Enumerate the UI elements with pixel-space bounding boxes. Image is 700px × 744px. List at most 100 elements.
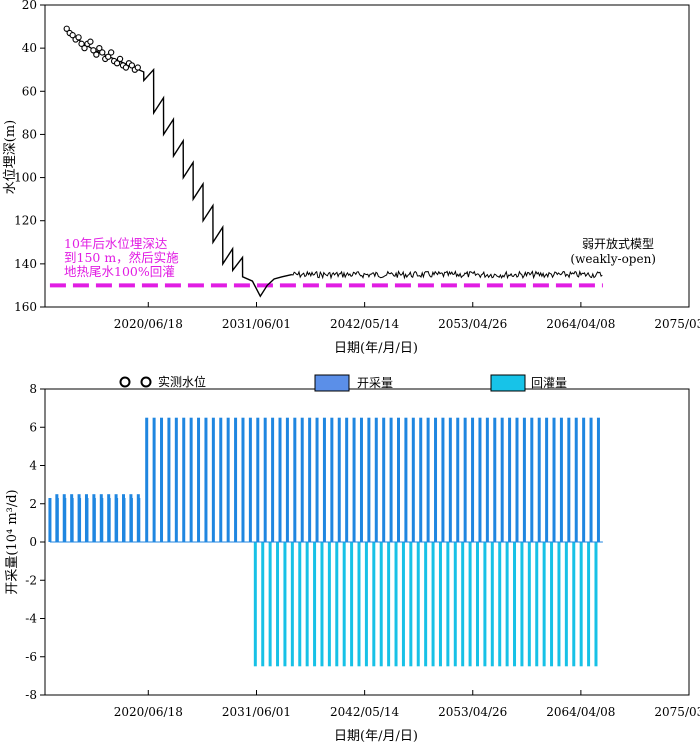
- pumping-bar: [434, 417, 438, 542]
- chart2-xtick-label: 2020/06/18: [114, 705, 183, 719]
- reinjection-bar: [283, 542, 287, 667]
- chart2-xtick-label: 2075/03/22: [654, 705, 700, 719]
- reinjection-bar: [513, 542, 517, 667]
- reinjection-bar: [438, 542, 442, 667]
- reinjection-bar: [498, 542, 502, 667]
- pumping-bar: [77, 494, 81, 542]
- legend-observed-label: 实测水位: [158, 374, 206, 389]
- pumping-bar: [352, 417, 356, 542]
- pumping-bar: [99, 494, 103, 542]
- pumping-bar: [226, 417, 230, 542]
- pumping-bar: [182, 417, 186, 542]
- pumping-bar: [426, 417, 430, 542]
- legend-reinjection-swatch: [490, 374, 526, 392]
- observed-point: [108, 49, 115, 56]
- pumping-bar: [211, 417, 215, 542]
- pumping-bar: [107, 494, 111, 542]
- chart1-xtick-label: 2053/04/26: [438, 317, 507, 331]
- pumping-bar: [167, 417, 171, 542]
- pumping-bar: [574, 417, 578, 542]
- pumping-bar: [129, 494, 133, 542]
- pumping-bar: [448, 417, 452, 542]
- pumping-bar: [559, 417, 563, 542]
- reinjection-bar: [305, 542, 309, 667]
- observed-point: [105, 53, 112, 60]
- observed-point: [69, 32, 76, 39]
- reinjection-bar: [350, 542, 354, 667]
- legend-pumping-label: 开采量: [357, 376, 393, 390]
- reinjection-bar: [557, 542, 561, 667]
- chart1-ytick-label: 60: [22, 84, 37, 98]
- pumping-bar: [136, 494, 140, 542]
- chart1-ytick-label: 80: [22, 127, 37, 141]
- reinjection-bar: [453, 542, 457, 667]
- pumping-bar: [374, 417, 378, 542]
- reinjection-bar: [364, 542, 368, 667]
- target-annotation-line-2: 到150 m，然后实施: [64, 250, 179, 265]
- pumping-bar: [278, 417, 282, 542]
- reinjection-bar: [379, 542, 383, 667]
- chart2-xtick-label: 2031/06/01: [222, 705, 291, 719]
- reinjection-bar: [253, 542, 257, 667]
- reinjection-bar: [535, 542, 539, 667]
- pumping-bar: [508, 417, 512, 542]
- observed-point: [78, 40, 85, 47]
- reinjection-bar: [587, 542, 591, 667]
- pumping-bar: [241, 417, 245, 542]
- chart2-xtick-label: 2042/05/14: [330, 705, 400, 719]
- simulated-steady-line: [291, 269, 603, 280]
- chart2-ytick-label: -8: [25, 688, 37, 702]
- pumping-bar: [285, 417, 289, 542]
- reinjection-bar: [342, 542, 346, 667]
- pumping-bar: [582, 417, 586, 542]
- pumping-bar: [359, 417, 363, 542]
- reinjection-bar: [550, 542, 554, 667]
- reinjection-bar: [261, 542, 265, 667]
- reinjection-bar: [564, 542, 568, 667]
- chart1-ytick-label: 100: [14, 171, 37, 185]
- pumping-bar: [114, 494, 118, 542]
- chart2-ytick-label: 8: [29, 382, 37, 396]
- pumping-chart: -8 -6 -4 -2 0 2 4 6 8 2020/06/18 2031/06/01 2042/05…: [5, 374, 700, 744]
- pumping-bar: [463, 417, 467, 542]
- reinjection-bar: [468, 542, 472, 667]
- observed-point: [122, 64, 130, 71]
- observed-point: [75, 34, 82, 41]
- pumping-bar: [189, 417, 193, 542]
- pumping-bar: [174, 417, 178, 542]
- chart1-xtick-label: 2064/04/08: [546, 317, 615, 331]
- pumping-bar: [271, 417, 275, 542]
- reinjection-bar: [320, 542, 324, 667]
- reinjection-bar: [409, 542, 413, 667]
- reinjection-bar: [290, 542, 294, 667]
- pumping-bar: [419, 417, 423, 542]
- target-annotation-line-1: 10年后水位埋深达: [64, 236, 168, 251]
- chart2-ytick-label: 4: [29, 459, 37, 473]
- pumping-bar: [493, 417, 497, 542]
- pumping-bar: [530, 417, 534, 542]
- reinjection-bar: [394, 542, 398, 667]
- reinjection-bar: [520, 542, 524, 667]
- pumping-bar: [545, 417, 549, 542]
- chart1-xtick-label: 2031/06/01: [222, 317, 291, 331]
- reinjection-bar: [268, 542, 272, 667]
- pumping-bar: [471, 417, 475, 542]
- pumping-bar: [485, 417, 489, 542]
- pumping-bar: [234, 417, 238, 542]
- pumping-bar: [160, 417, 164, 542]
- chart2-xlabel: 日期(年/月/日): [334, 729, 418, 744]
- legend-reinjection-label: 回灌量: [531, 376, 567, 390]
- pumping-bar: [300, 417, 304, 542]
- reinjection-bar: [387, 542, 391, 667]
- observed-point: [116, 55, 124, 63]
- pumping-bar: [397, 417, 400, 542]
- chart1-xtick-label: 2075/03/22: [654, 317, 700, 331]
- reinjection-bar: [446, 542, 450, 667]
- pumping-bar: [322, 417, 326, 542]
- pumping-bar: [515, 417, 519, 542]
- reinjection-bar: [483, 542, 487, 667]
- model-annotation-line-1: 弱开放式模型: [582, 236, 654, 251]
- observed-point: [128, 62, 136, 69]
- chart1-ytick-label: 40: [22, 41, 37, 55]
